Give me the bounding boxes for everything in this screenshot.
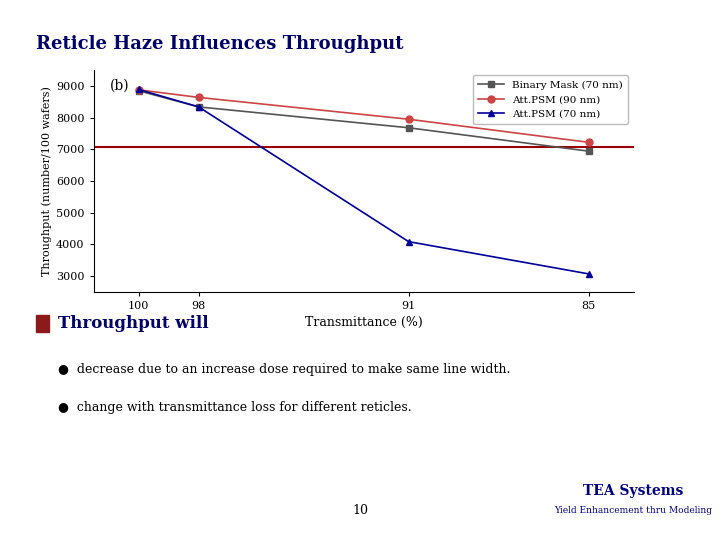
Text: ●  change with transmittance loss for different reticles.: ● change with transmittance loss for dif… (58, 401, 411, 414)
Binary Mask (70 nm) (134, 87, 143, 94)
Binary Mask (70 nm) (194, 104, 203, 110)
Y-axis label: Throughput (number/100 wafers): Throughput (number/100 wafers) (41, 86, 52, 276)
Att.PSM (70 nm) (584, 271, 593, 277)
Line: Att.PSM (90 nm): Att.PSM (90 nm) (135, 86, 592, 146)
Att.PSM (90 nm) (584, 139, 593, 146)
Att.PSM (70 nm) (194, 104, 203, 110)
Binary Mask (70 nm) (404, 125, 413, 131)
Line: Binary Mask (70 nm): Binary Mask (70 nm) (135, 87, 592, 154)
Text: Yield Enhancement thru Modeling: Yield Enhancement thru Modeling (554, 506, 713, 515)
Text: ●  decrease due to an increase dose required to make same line width.: ● decrease due to an increase dose requi… (58, 363, 510, 376)
Text: TEA Systems: TEA Systems (583, 484, 684, 498)
Legend: Binary Mask (70 nm), Att.PSM (90 nm), Att.PSM (70 nm): Binary Mask (70 nm), Att.PSM (90 nm), At… (473, 76, 629, 124)
Att.PSM (70 nm) (404, 238, 413, 245)
Text: Reticle Haze Influences Throughput: Reticle Haze Influences Throughput (36, 35, 403, 53)
Text: 10: 10 (352, 504, 368, 517)
Att.PSM (70 nm) (134, 86, 143, 93)
Att.PSM (90 nm) (194, 94, 203, 100)
X-axis label: Transmittance (%): Transmittance (%) (305, 316, 423, 329)
Att.PSM (90 nm) (404, 116, 413, 123)
Binary Mask (70 nm) (584, 148, 593, 154)
Text: Throughput will: Throughput will (58, 315, 208, 332)
Text: (b): (b) (110, 79, 130, 93)
Att.PSM (90 nm) (134, 86, 143, 93)
Line: Att.PSM (70 nm): Att.PSM (70 nm) (135, 86, 592, 278)
